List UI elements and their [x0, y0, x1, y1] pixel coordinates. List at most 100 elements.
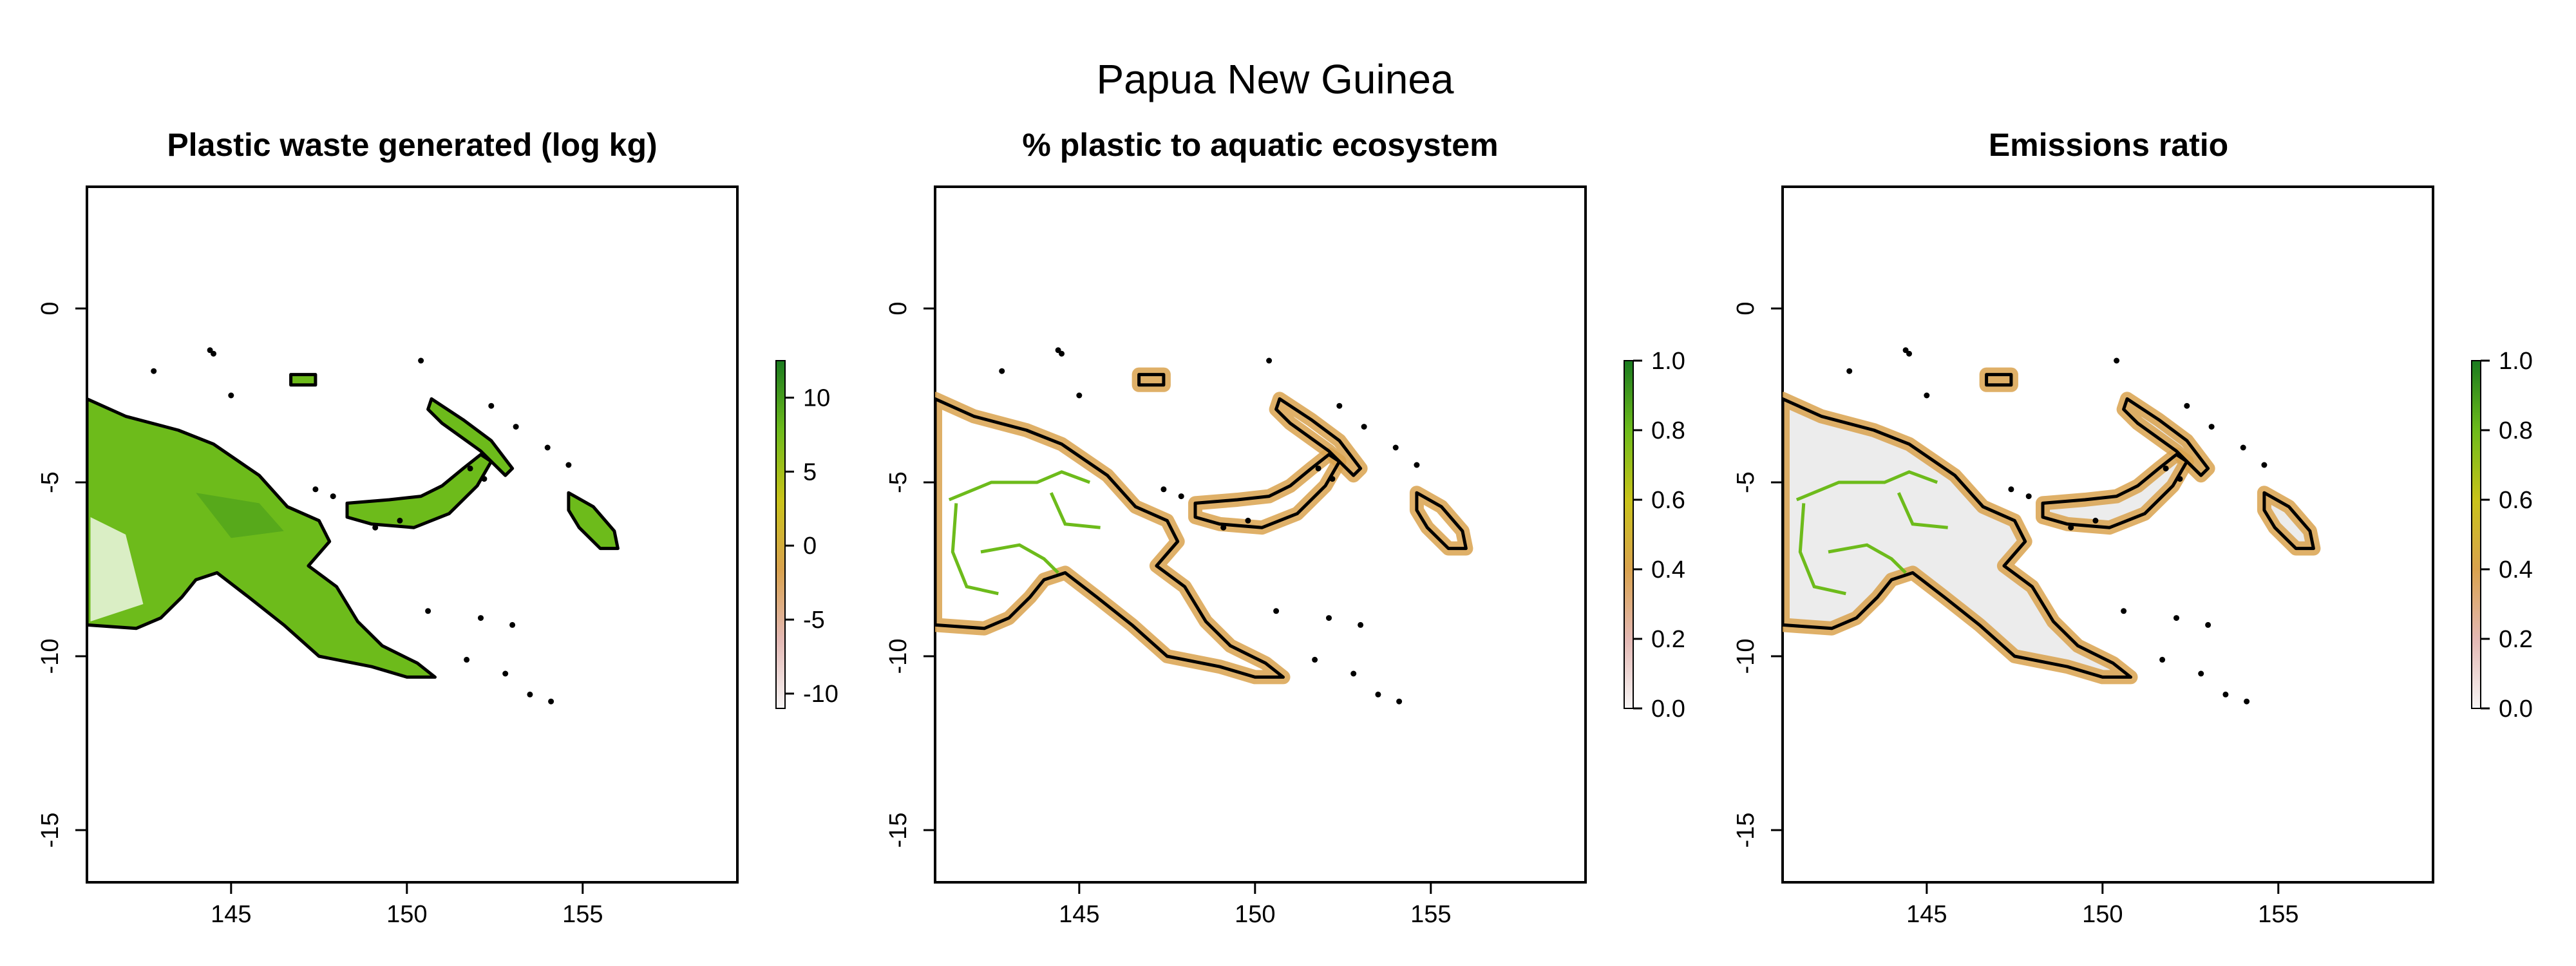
coastline-bougainville [2262, 491, 2315, 551]
legend-colorbar [1624, 360, 1634, 709]
islet [467, 465, 473, 471]
islet [1846, 368, 1853, 374]
map-png-waste [87, 347, 620, 705]
coastline-manus [1985, 373, 2013, 387]
islet [478, 615, 484, 621]
coastline-bougainville [1415, 491, 1468, 551]
coastline-newireland [2122, 397, 2210, 477]
islet [2244, 698, 2250, 705]
islet [1245, 517, 1251, 524]
legend-colorbar [775, 360, 786, 709]
landmass-mainland [87, 399, 435, 677]
x-tick-label: 150 [386, 901, 427, 928]
figure-title: Papua New Guinea [1096, 56, 1454, 102]
legend-tick-label: 10 [803, 384, 830, 412]
panel-waste: Plastic waste generated (log kg) 145 150 1… [37, 127, 838, 928]
islet [1266, 357, 1273, 364]
islet [2198, 670, 2204, 677]
islet [2121, 608, 2127, 614]
landmass-newbritain [1195, 454, 1340, 528]
islet [1375, 691, 1381, 697]
legend-tick-label: 0.2 [1651, 626, 1685, 653]
islet [418, 357, 424, 364]
islet [2068, 524, 2074, 531]
x-tick-label: 155 [1410, 901, 1451, 928]
islet [1312, 656, 1318, 663]
islet [502, 670, 509, 677]
islet [1160, 486, 1167, 493]
islet [1414, 462, 1420, 468]
islet [2163, 465, 2169, 471]
map-png-emissions [1783, 347, 2321, 705]
legend-tick-label: 1.0 [1651, 348, 1685, 375]
y-tick-label: -15 [1732, 813, 1759, 848]
islet [1315, 465, 1321, 471]
islet [2114, 357, 2120, 364]
islet [1076, 392, 1083, 399]
legend-waste: 10 5 0 -5 -10 [775, 360, 838, 709]
islet [2261, 462, 2268, 468]
islet [544, 444, 551, 451]
landmass-newbritain [2043, 454, 2187, 528]
y-tick-label: -10 [37, 639, 64, 674]
x-tick-label: 145 [1906, 901, 1947, 928]
y-tick-label: -15 [37, 813, 64, 848]
islet [2184, 402, 2190, 409]
islet [211, 350, 216, 357]
coastline-mainland [1783, 397, 2132, 679]
legend-tick-label: 0.6 [2499, 487, 2533, 514]
panel-title-waste: Plastic waste generated (log kg) [167, 127, 657, 163]
y-tick-label: -5 [1732, 471, 1759, 493]
river-line [1897, 492, 1948, 529]
islet [513, 424, 519, 430]
islet [1358, 621, 1364, 628]
legend-tick-label: -5 [803, 607, 825, 634]
river-line [948, 470, 1091, 502]
coastline-mainland [87, 397, 437, 679]
river-line [1049, 492, 1101, 529]
islet [509, 621, 516, 628]
legend-emissions: 1.0 0.8 0.6 0.4 0.2 0.0 [2471, 348, 2533, 723]
coastline-mainland [935, 397, 1285, 679]
legend-tick-label: 0.0 [2499, 696, 2533, 723]
panel-emissions: Emissions ratio 145 150 155 0 -5 -10 -15 1.0 0.… [1732, 127, 2533, 928]
islet [1059, 350, 1065, 357]
islet [2174, 615, 2179, 621]
y-tick-label: 0 [885, 301, 912, 315]
legend-tick-label: 0.8 [2499, 417, 2533, 444]
islet [1396, 698, 1403, 705]
river-line [980, 543, 1059, 574]
legend-tick-label: 0.4 [1651, 556, 1685, 583]
coastline-newireland [426, 397, 515, 477]
y-tick-label: -5 [37, 471, 64, 493]
islet [565, 462, 572, 468]
y-tick-label: -10 [1732, 639, 1759, 674]
landmass-manus [290, 374, 316, 385]
islet [372, 524, 379, 531]
coastline-bougainville [567, 491, 620, 551]
islet [425, 608, 431, 614]
islet [1326, 615, 1332, 621]
islet [2205, 621, 2211, 628]
river-line [1798, 503, 1846, 596]
islet [2208, 424, 2215, 430]
coastline-manus [1137, 373, 1166, 387]
legend-colorbar [2471, 360, 2481, 709]
islet [2159, 656, 2166, 663]
legend-tick-label: 0.4 [2499, 556, 2533, 583]
y-tick-label: -5 [885, 471, 912, 493]
islet [312, 486, 319, 493]
islet [2240, 444, 2246, 451]
y-tick-label: 0 [37, 301, 64, 315]
axes-percent: 145 150 155 0 -5 -10 -15 [885, 301, 1451, 928]
islet [2222, 691, 2229, 697]
islet [1392, 444, 1399, 451]
y-tick-label: 0 [1732, 301, 1759, 315]
y-tick-label: -10 [885, 639, 912, 674]
y-tick-label: -15 [885, 813, 912, 848]
islet [1361, 424, 1367, 430]
panel-percent: % plastic to aquatic ecosystem 145 150 155… [885, 127, 1685, 928]
islet [548, 698, 554, 705]
landmass-bougainville [568, 493, 618, 549]
islet [481, 476, 488, 482]
